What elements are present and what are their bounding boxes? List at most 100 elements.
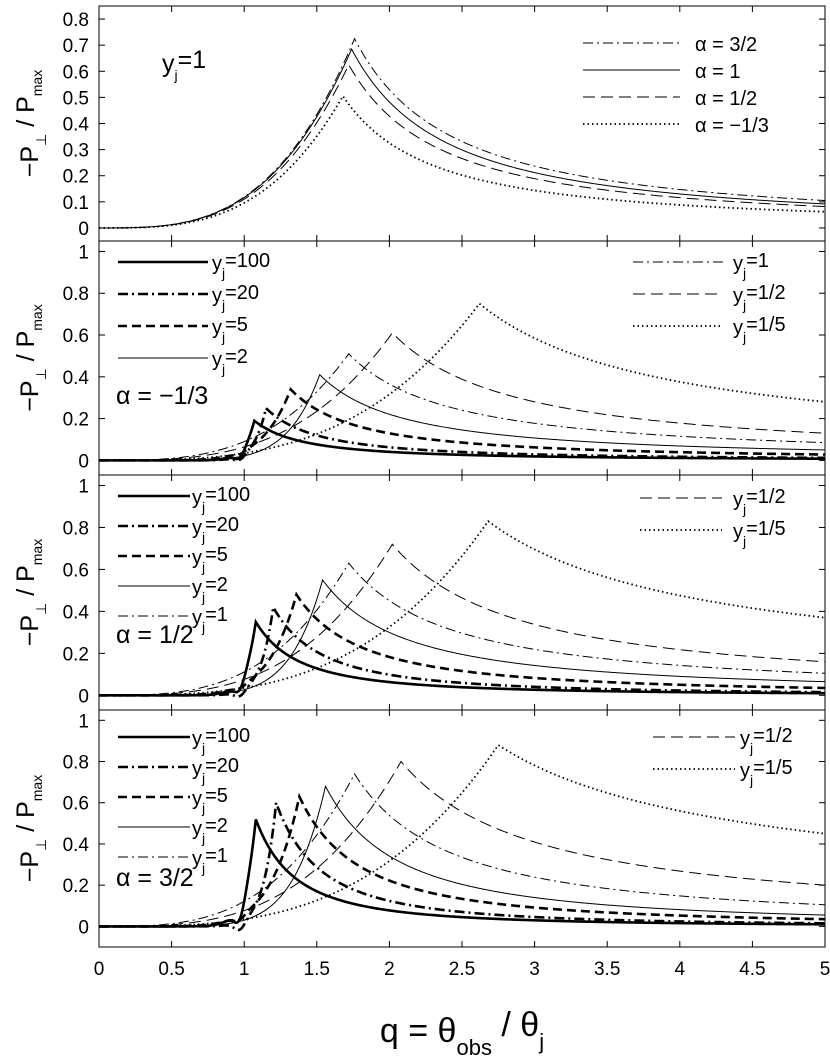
legend-label-post: =100 — [205, 725, 250, 747]
legend-label-post: =1/5 — [746, 518, 785, 540]
x-label-sub: j — [538, 1029, 544, 1054]
series-group — [99, 302, 825, 462]
y-tick-label: 1 — [78, 242, 89, 263]
legend-label-post: =2 — [225, 346, 248, 368]
legend-label: yj=20 — [192, 755, 239, 786]
series-line-yj-5 — [99, 792, 825, 928]
legend-label-sub: j — [749, 740, 753, 756]
x-tick-label: 0.5 — [158, 959, 184, 980]
legend-label-sub: j — [201, 740, 205, 756]
legend-label-main: y — [192, 487, 202, 509]
legend-label-main: y — [192, 818, 202, 840]
legend-label-main: y — [192, 577, 202, 599]
y-label-sub: ⊥ — [33, 839, 49, 851]
series-line-yj-100 — [99, 418, 825, 462]
legend-label-main: y — [740, 728, 750, 750]
y-tick-label: 0.4 — [63, 115, 90, 136]
series-line-yj-2 — [99, 784, 825, 927]
y-tick-label: 0.6 — [63, 326, 89, 347]
legend-label-main: y — [192, 517, 202, 539]
y-label-main: −P — [16, 146, 44, 177]
legend-label-sub: j — [221, 329, 225, 345]
legend-label: yj=1/5 — [733, 314, 786, 345]
panel-1: 0 0.1 0.2 0.3 0.4 0.5 0.6 0.7 0.8 α = 3/2 α = 1 α =… — [63, 5, 826, 242]
series-line-yj-2 — [99, 373, 825, 461]
x-label-main: q = θ — [380, 1012, 457, 1050]
legend-label: yj=2 — [192, 574, 228, 605]
legend-label-sub: j — [201, 499, 205, 515]
legend-label: α = 1 — [695, 61, 740, 83]
legend-label-post: =1/5 — [753, 757, 792, 779]
y-tick-label: 1 — [78, 711, 89, 732]
legend-label-sub: j — [201, 559, 205, 575]
legend-label-sub: j — [742, 501, 746, 517]
legend-label-sub: j — [742, 533, 746, 549]
y-tick-label: 1 — [78, 476, 89, 497]
panel-annotation: α = 1/2 — [116, 621, 194, 649]
panel-annotation: α = −1/3 — [116, 382, 208, 410]
y-label-mid: / P — [12, 96, 40, 134]
y-label-mid: / P — [12, 801, 40, 839]
y-label-mid: / P — [12, 331, 40, 369]
series-line--1-2 — [99, 63, 825, 229]
y-label-sub: ⊥ — [33, 603, 49, 615]
legend-label: yj=100 — [192, 484, 250, 515]
series-group — [99, 743, 825, 932]
legend-label: α = −1/3 — [695, 115, 769, 137]
legend-label-post: =100 — [205, 484, 250, 506]
legend-label: yj=5 — [192, 785, 228, 816]
y-tick-label: 0.2 — [63, 876, 89, 897]
series-line--1 — [99, 47, 825, 229]
legend-label: yj=5 — [212, 314, 248, 345]
legend-label-main: y — [192, 547, 202, 569]
y-label-sub: ⊥ — [33, 134, 49, 146]
x-tick-label: 0 — [94, 959, 105, 980]
legend-label-sub: j — [201, 770, 205, 786]
y-tick-label: 0.6 — [63, 62, 89, 83]
legend-label-main: y — [192, 728, 202, 750]
legend-label-sub: j — [201, 529, 205, 545]
legend-label-sub: j — [749, 772, 753, 788]
series-line-yj-20 — [99, 802, 825, 932]
legend-label-sub: j — [201, 589, 205, 605]
legend-label-main: y — [733, 253, 743, 275]
legend-label-sub: j — [221, 361, 225, 377]
y-label-sub: max — [29, 539, 45, 565]
series-line-yj-5 — [99, 387, 825, 462]
legend-label: yj=1 — [733, 250, 769, 281]
panel-annotation: yj=1 — [162, 46, 206, 83]
legend-label-sub: j — [221, 297, 225, 313]
y-tick-label: 0.4 — [63, 602, 90, 623]
legend-label: yj=1/2 — [733, 282, 786, 313]
legend-label-post: =2 — [205, 574, 228, 596]
y-tick-label: 0.5 — [63, 88, 89, 109]
series-line-yj-2 — [99, 578, 825, 696]
legend-label-main: y — [192, 607, 202, 629]
y-tick-label: 0.2 — [63, 410, 89, 431]
legend-label-sub: j — [201, 860, 205, 876]
legend-label-sub: j — [742, 297, 746, 313]
legend-label-post: =20 — [205, 755, 239, 777]
y-tick-label: 0 — [78, 451, 89, 472]
legend-label-main: y — [733, 521, 743, 543]
panel-annotation: α = 3/2 — [116, 864, 194, 892]
series-line-yj-1 — [99, 562, 825, 696]
series-line--1-3 — [99, 94, 825, 229]
y-tick-label: 0.6 — [63, 560, 89, 581]
y-axis-label: −P⊥ / Pmax — [12, 70, 49, 177]
series-line-yj-5 — [99, 591, 825, 697]
legend-label-post: =5 — [205, 544, 228, 566]
legend-label: yj=2 — [192, 815, 228, 846]
y-tick-label: 0.7 — [63, 36, 89, 57]
annotation-main: y — [162, 50, 175, 78]
annotation-post: =1 — [178, 46, 207, 74]
legend-label-post: =20 — [205, 514, 239, 536]
legend-label: yj=1 — [192, 604, 228, 635]
legend-label: yj=5 — [192, 544, 228, 575]
y-tick-label: 0 — [78, 917, 89, 938]
legend-label-sub: j — [201, 619, 205, 635]
y-tick-label: 0 — [78, 686, 89, 707]
legend-label-sub: j — [201, 800, 205, 816]
legend-label-main: y — [212, 253, 222, 275]
